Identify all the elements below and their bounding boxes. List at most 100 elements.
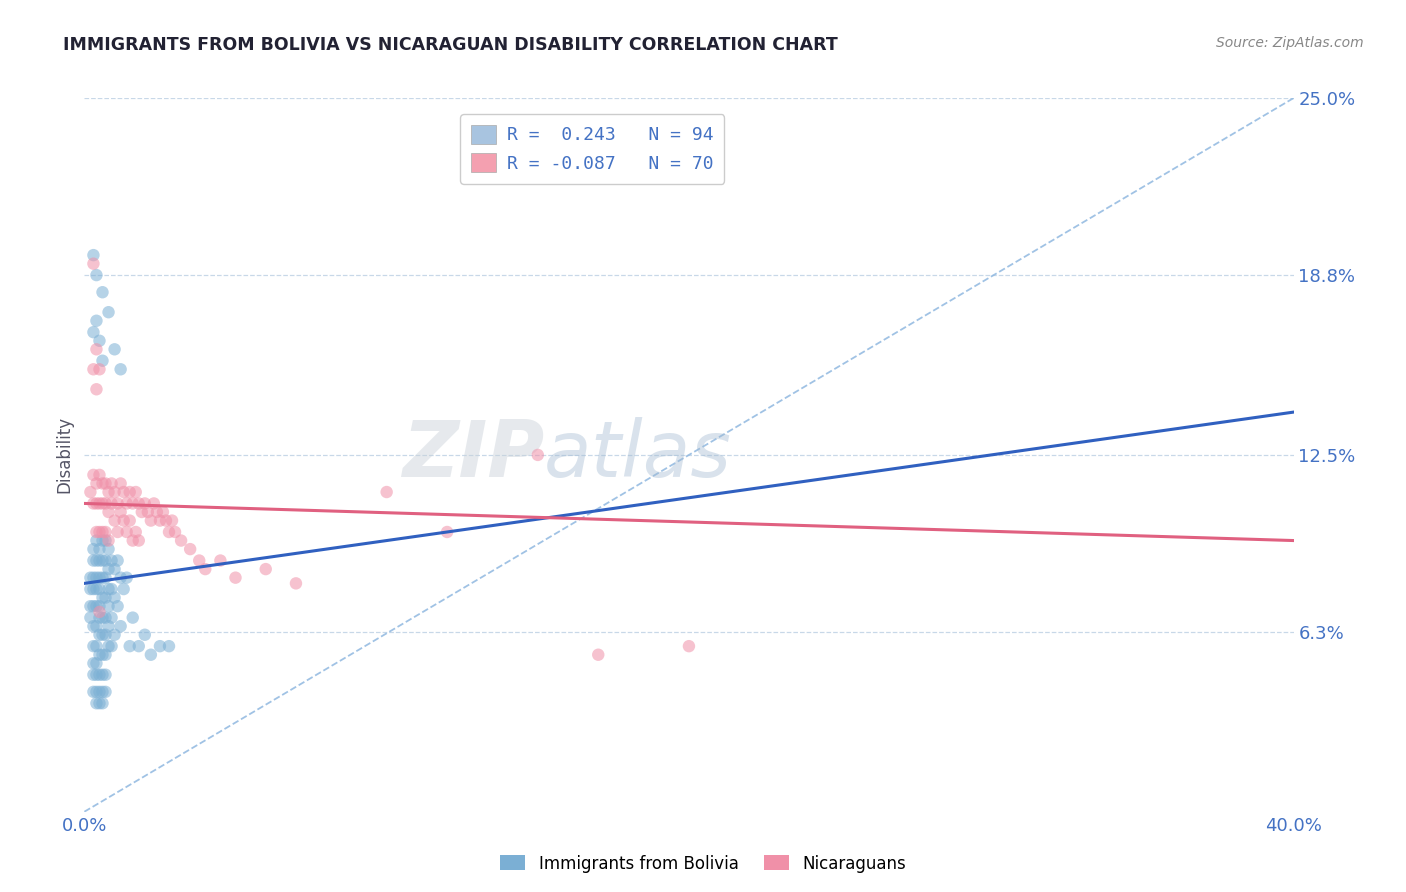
Point: [82, 257, 104, 271]
Point: [89, 648, 111, 662]
Point: [82, 639, 104, 653]
Point: [91, 571, 114, 585]
Point: [94, 648, 117, 662]
Point: [86, 639, 108, 653]
Point: [115, 496, 138, 510]
Point: [97, 582, 120, 596]
Point: [110, 619, 132, 633]
Point: [86, 382, 108, 396]
Point: [89, 667, 111, 681]
Point: [107, 553, 129, 567]
Point: [107, 599, 129, 614]
Point: [94, 591, 117, 605]
Point: [104, 485, 127, 500]
Point: [526, 448, 548, 462]
Point: [100, 496, 122, 510]
Point: [89, 628, 111, 642]
Point: [97, 485, 120, 500]
Point: [115, 571, 138, 585]
Point: [86, 619, 108, 633]
Point: [91, 610, 114, 624]
Point: [89, 696, 111, 710]
Point: [131, 505, 153, 519]
Point: [134, 496, 156, 510]
Point: [82, 467, 104, 482]
Point: [100, 610, 122, 624]
Point: [89, 362, 111, 376]
Point: [89, 496, 111, 510]
Point: [155, 514, 177, 528]
Point: [94, 524, 117, 539]
Point: [588, 648, 610, 662]
Legend: Immigrants from Bolivia, Nicaraguans: Immigrants from Bolivia, Nicaraguans: [494, 848, 912, 880]
Point: [86, 533, 108, 548]
Point: [104, 514, 127, 528]
Point: [112, 582, 135, 596]
Point: [91, 496, 114, 510]
Point: [121, 533, 143, 548]
Point: [82, 325, 104, 339]
Point: [91, 476, 114, 491]
Point: [86, 476, 108, 491]
Point: [91, 353, 114, 368]
Point: [91, 667, 114, 681]
Point: [89, 553, 111, 567]
Point: [94, 685, 117, 699]
Point: [107, 496, 129, 510]
Point: [100, 553, 122, 567]
Point: [79, 582, 101, 596]
Point: [188, 553, 211, 567]
Point: [86, 599, 108, 614]
Point: [254, 562, 277, 576]
Point: [82, 496, 104, 510]
Point: [94, 610, 117, 624]
Point: [89, 685, 111, 699]
Point: [225, 571, 247, 585]
Point: [82, 571, 104, 585]
Point: [89, 467, 111, 482]
Point: [436, 524, 458, 539]
Point: [82, 657, 104, 671]
Point: [97, 505, 120, 519]
Point: [82, 362, 104, 376]
Point: [284, 576, 308, 591]
Point: [112, 485, 135, 500]
Point: [146, 505, 169, 519]
Point: [134, 628, 156, 642]
Point: [89, 571, 111, 585]
Point: [86, 268, 108, 282]
Point: [94, 496, 117, 510]
Point: [128, 639, 150, 653]
Point: [82, 582, 104, 596]
Point: [91, 533, 114, 548]
Point: [152, 505, 174, 519]
Point: [163, 524, 186, 539]
Point: [89, 524, 111, 539]
Point: [89, 599, 111, 614]
Point: [86, 496, 108, 510]
Point: [82, 685, 104, 699]
Point: [91, 591, 114, 605]
Point: [104, 591, 127, 605]
Point: [136, 505, 159, 519]
Point: [91, 285, 114, 300]
Point: [375, 485, 398, 500]
Point: [179, 542, 201, 557]
Point: [112, 514, 135, 528]
Point: [142, 496, 165, 510]
Point: [157, 639, 180, 653]
Point: [115, 524, 138, 539]
Point: [110, 571, 132, 585]
Point: [104, 343, 127, 357]
Text: atlas: atlas: [544, 417, 731, 493]
Point: [89, 610, 111, 624]
Point: [139, 648, 162, 662]
Point: [157, 524, 180, 539]
Point: [86, 667, 108, 681]
Point: [89, 582, 111, 596]
Point: [104, 628, 127, 642]
Point: [125, 524, 148, 539]
Point: [97, 305, 120, 319]
Point: [94, 553, 117, 567]
Point: [82, 553, 104, 567]
